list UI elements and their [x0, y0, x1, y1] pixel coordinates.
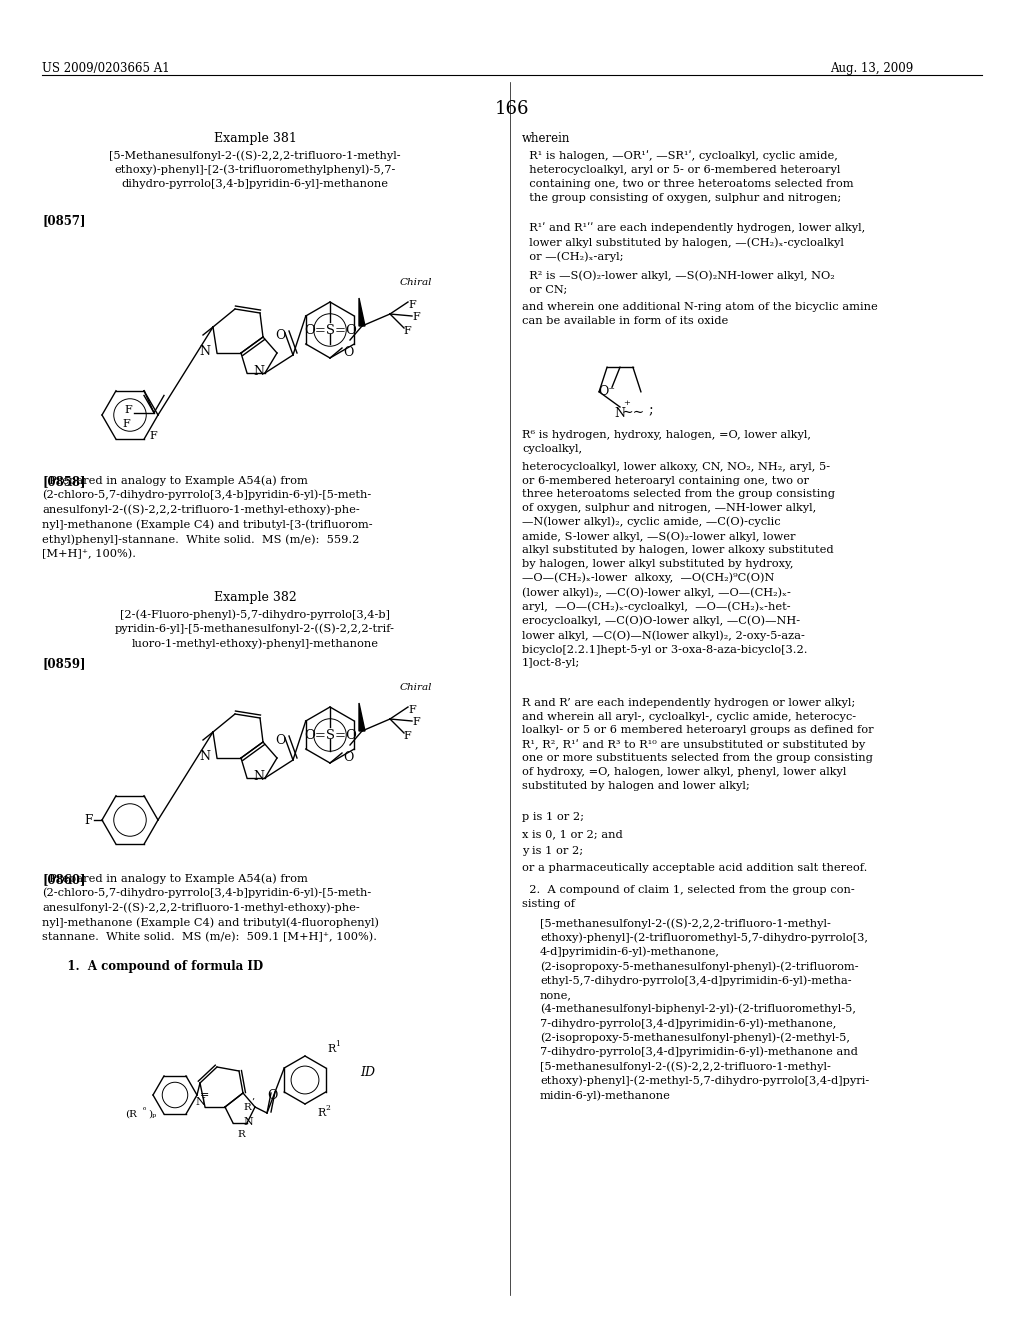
Text: R¹ is halogen, —OR¹ʹ, —SR¹ʹ, cycloalkyl, cyclic amide,
  heterocycloalkyl, aryl : R¹ is halogen, —OR¹ʹ, —SR¹ʹ, cycloalkyl,… — [522, 150, 854, 203]
Text: heterocycloalkyl, lower alkoxy, CN, NO₂, NH₂, aryl, 5-
or 6-membered heteroaryl : heterocycloalkyl, lower alkoxy, CN, NO₂,… — [522, 462, 835, 668]
Text: R² is —S(O)₂-lower alkyl, —S(O)₂NH-lower alkyl, NO₂
  or CN;: R² is —S(O)₂-lower alkyl, —S(O)₂NH-lower… — [522, 271, 835, 294]
Text: ID: ID — [360, 1067, 375, 1078]
Text: 1: 1 — [335, 1040, 340, 1048]
Text: F: F — [122, 418, 130, 429]
Text: O: O — [267, 1089, 278, 1102]
Text: ;: ; — [648, 403, 652, 417]
Text: F: F — [403, 326, 411, 337]
Text: N: N — [200, 345, 211, 358]
Text: Prepared in analogy to Example A54(a) from
(2-chloro-5,7-dihydro-pyrrolo[3,4-b]p: Prepared in analogy to Example A54(a) fr… — [42, 873, 379, 942]
Text: O=S=O: O=S=O — [304, 323, 357, 337]
Text: [5-methanesulfonyl-2-((S)-2,2,2-trifluoro-1-methyl-
ethoxy)-phenyl]-(2-trifluoro: [5-methanesulfonyl-2-((S)-2,2,2-trifluor… — [540, 917, 869, 1101]
Text: N: N — [200, 750, 211, 763]
Polygon shape — [359, 298, 365, 326]
Text: (R: (R — [125, 1110, 137, 1119]
Text: 2.  A compound of claim 1, selected from the group con-
sisting of: 2. A compound of claim 1, selected from … — [522, 884, 855, 909]
Text: O: O — [275, 734, 286, 747]
Text: F: F — [412, 312, 420, 322]
Text: N: N — [195, 1097, 205, 1107]
Text: Chiral: Chiral — [400, 682, 432, 692]
Text: US 2009/0203665 A1: US 2009/0203665 A1 — [42, 62, 170, 75]
Text: R: R — [237, 1130, 245, 1139]
Text: ⁶: ⁶ — [143, 1107, 146, 1115]
Text: Chiral: Chiral — [400, 279, 432, 286]
Text: or a pharmaceutically acceptable acid addition salt thereof.: or a pharmaceutically acceptable acid ad… — [522, 863, 867, 873]
Text: 166: 166 — [495, 100, 529, 117]
Text: N: N — [254, 770, 264, 783]
Text: F: F — [84, 814, 92, 828]
Text: [5-Methanesulfonyl-2-((S)-2,2,2-trifluoro-1-methyl-
ethoxy)-phenyl]-[2-(3-triflu: [5-Methanesulfonyl-2-((S)-2,2,2-trifluor… — [110, 150, 400, 189]
Text: O⁻: O⁻ — [598, 385, 615, 399]
Text: and wherein one additional N-ring atom of the bicyclic amine
can be available in: and wherein one additional N-ring atom o… — [522, 302, 878, 326]
Text: R: R — [317, 1107, 326, 1118]
Text: y is 1 or 2;: y is 1 or 2; — [522, 846, 583, 855]
Text: 1.  A compound of formula ID: 1. A compound of formula ID — [55, 960, 263, 973]
Text: R⁶ is hydrogen, hydroxy, halogen, =O, lower alkyl,
cycloalkyl,: R⁶ is hydrogen, hydroxy, halogen, =O, lo… — [522, 430, 811, 454]
Text: p is 1 or 2;: p is 1 or 2; — [522, 812, 584, 822]
Text: O: O — [343, 346, 353, 359]
Text: F: F — [403, 731, 411, 741]
Text: F: F — [124, 405, 132, 414]
Text: Aug. 13, 2009: Aug. 13, 2009 — [830, 62, 913, 75]
Text: O=S=O: O=S=O — [304, 729, 357, 742]
Text: Prepared in analogy to Example A54(a) from
(2-chloro-5,7-dihydro-pyrrolo[3,4-b]p: Prepared in analogy to Example A54(a) fr… — [42, 475, 373, 560]
Text: Example 382: Example 382 — [214, 591, 296, 605]
Text: F: F — [408, 300, 416, 310]
Text: N: N — [243, 1117, 253, 1127]
Text: [0857]: [0857] — [42, 214, 85, 227]
Text: =: = — [200, 1090, 209, 1100]
Text: R: R — [243, 1104, 251, 1111]
Text: N: N — [614, 407, 625, 420]
Polygon shape — [359, 704, 365, 731]
Text: R: R — [327, 1044, 335, 1053]
Text: x is 0, 1 or 2; and: x is 0, 1 or 2; and — [522, 829, 623, 840]
Text: )ₚ: )ₚ — [148, 1110, 157, 1119]
Text: +: + — [623, 399, 630, 407]
Text: [0859]: [0859] — [42, 657, 85, 671]
Text: wherein: wherein — [522, 132, 570, 145]
Text: F: F — [412, 717, 420, 727]
Text: [2-(4-Fluoro-phenyl)-5,7-dihydro-pyrrolo[3,4-b]
pyridin-6-yl]-[5-methanesulfonyl: [2-(4-Fluoro-phenyl)-5,7-dihydro-pyrrolo… — [115, 609, 395, 649]
Text: R¹ʹ and R¹ʹʹ are each independently hydrogen, lower alkyl,
  lower alkyl substit: R¹ʹ and R¹ʹʹ are each independently hydr… — [522, 222, 865, 263]
Text: Example 381: Example 381 — [214, 132, 296, 145]
Text: F: F — [408, 705, 416, 715]
Text: F: F — [150, 430, 157, 441]
Text: O: O — [275, 329, 286, 342]
Text: ’: ’ — [251, 1098, 254, 1107]
Text: ∼∼: ∼∼ — [622, 405, 645, 418]
Text: 2: 2 — [325, 1104, 330, 1111]
Text: [0858]: [0858] — [42, 475, 85, 488]
Text: O: O — [343, 751, 353, 764]
Text: N: N — [254, 366, 264, 378]
Text: R and R’ are each independently hydrogen or lower alkyl;
and wherein all aryl-, : R and R’ are each independently hydrogen… — [522, 698, 873, 791]
Text: [0860]: [0860] — [42, 873, 85, 886]
